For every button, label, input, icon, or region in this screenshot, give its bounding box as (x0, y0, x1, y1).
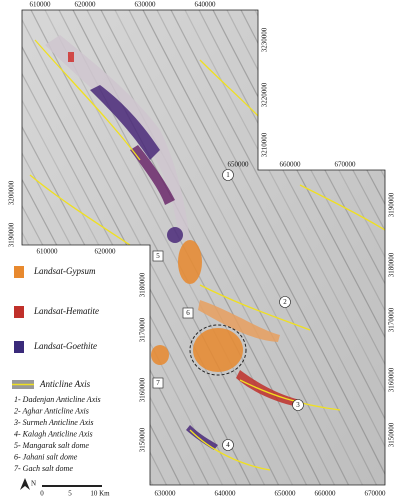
coordinate-label: 3170000 (139, 317, 147, 342)
coordinate-label: 620000 (75, 1, 97, 9)
marker-label: 7 (156, 379, 160, 387)
coordinate-label: 3160000 (139, 377, 147, 402)
marker-circle (279, 296, 291, 308)
coordinate-label: 640000 (215, 490, 237, 498)
marker-label: 3 (296, 401, 300, 409)
ridge (22, 10, 259, 485)
scale-label: 5 (68, 490, 72, 498)
coordinate-label: 650000 (228, 161, 250, 169)
legend-item: 2- Aghar Anticline Axis (14, 406, 89, 415)
legend-box (8, 262, 148, 474)
coordinate-label: 670000 (365, 490, 387, 498)
coordinate-label: 3190000 (8, 222, 16, 247)
ridge (22, 10, 231, 485)
marker-label: 4 (226, 441, 230, 449)
legend-swatch (14, 306, 24, 318)
marker-label: 6 (186, 309, 190, 317)
coordinate-label: 3200000 (8, 180, 16, 205)
legend-item: 3- Surmeh Anticline Axis (13, 418, 93, 427)
coordinate-label: 3160000 (388, 367, 396, 392)
ridge (137, 10, 385, 485)
ridge (193, 10, 385, 485)
legend-swatch (14, 341, 24, 353)
ridge (221, 10, 385, 485)
ridge (179, 10, 385, 485)
legend-label: Anticline Axis (39, 379, 91, 389)
legend-item: 4- Kalagh Anticline Axis (14, 429, 93, 438)
legend-swatch (14, 266, 24, 278)
north-label: N (31, 480, 36, 488)
marker-label: 2 (283, 298, 287, 306)
ridge (22, 10, 245, 485)
ridge (22, 10, 203, 485)
coordinate-label: 630000 (155, 490, 177, 498)
marker-box (182, 307, 194, 319)
coordinate-label: 620000 (95, 248, 117, 256)
marker-box (152, 377, 164, 389)
ridge (22, 10, 273, 485)
ridge (165, 10, 385, 485)
coordinate-label: 660000 (280, 161, 302, 169)
ridge (22, 10, 217, 485)
ridge (95, 10, 357, 485)
marker-circle (292, 399, 304, 411)
ridge (151, 10, 385, 485)
marker-box (152, 250, 164, 262)
legend-item: 6- Jahani salt dome (14, 452, 78, 461)
ridge (53, 10, 315, 485)
coordinate-label: 3190000 (388, 192, 396, 217)
coordinate-label: 3210000 (261, 132, 269, 157)
ridge (123, 10, 385, 485)
coordinate-label: 3180000 (139, 272, 147, 297)
marker-circle (222, 169, 234, 181)
coordinate-label: 610000 (30, 1, 52, 9)
marker-label: 1 (226, 171, 230, 179)
coordinate-label: 3150000 (139, 427, 147, 452)
marker-label: 5 (156, 252, 160, 260)
marker-circle (222, 439, 234, 451)
coordinate-label: 3220000 (261, 82, 269, 107)
coordinate-label: 3150000 (388, 422, 396, 447)
coordinate-label: 650000 (275, 490, 297, 498)
coordinate-label: 3230000 (261, 27, 269, 52)
coordinate-label: 640000 (195, 1, 217, 9)
coordinate-label: 610000 (37, 248, 59, 256)
legend-label: Landsat-Goethite (33, 341, 97, 351)
ridge (207, 10, 385, 485)
coordinate-label: 3170000 (388, 307, 396, 332)
north-arrow (20, 478, 30, 490)
ridge (109, 10, 371, 485)
coordinate-label: 3180000 (388, 252, 396, 277)
legend-label: Landsat-Gypsum (33, 266, 96, 276)
legend-item: 1- Dadenjan Anticline Axis (14, 395, 101, 404)
coordinate-label: 670000 (335, 161, 357, 169)
scale-label: 10 Km (90, 490, 110, 498)
coordinate-label: 660000 (315, 490, 337, 498)
legend-item: 5- Mangarak salt dome (14, 441, 89, 450)
scale-label: 0 (40, 490, 44, 498)
legend-item: 7- Gach salt dome (14, 464, 73, 473)
coordinate-label: 630000 (135, 1, 157, 9)
legend-label: Landsat-Hematite (33, 306, 99, 316)
map-frame (21, 9, 386, 486)
